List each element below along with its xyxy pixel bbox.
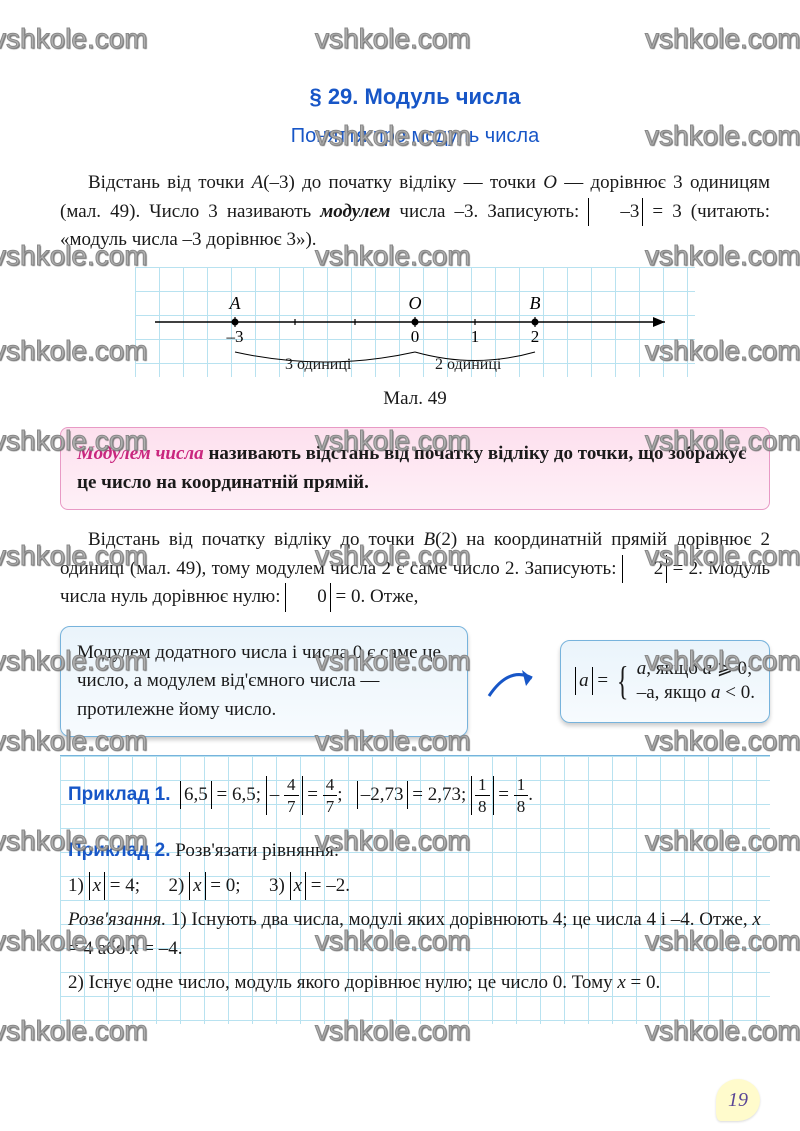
- definition-box: Модулем числа називають відстань від поч…: [60, 427, 770, 510]
- example-1: Приклад 1. 6,5 = 6,5; – 47 = 47; –2,73 =…: [68, 776, 762, 815]
- example-2-items: 1) x = 4; 2) x = 0; 3) x = –2.: [68, 872, 762, 901]
- arrow-icon: [484, 656, 544, 706]
- label-A: A: [229, 293, 242, 313]
- svg-text:0: 0: [411, 327, 420, 346]
- watermark: vshkole.com: [315, 18, 471, 60]
- example-2-task: Приклад 2. Розв'язати рівняння:: [68, 837, 762, 866]
- watermark: vshkole.com: [0, 18, 148, 60]
- page-number: 19: [716, 1079, 760, 1121]
- number-line-diagram: A O B –3 0 1 2 3 одиниці 2 одиниці: [135, 267, 695, 377]
- examples-section: Приклад 1. 6,5 = 6,5; – 47 = 47; –2,73 =…: [60, 755, 770, 1024]
- under-label-right: 2 одиниці: [435, 353, 501, 377]
- formula-box: a = { a, якщо a ⩾ 0; –a, якщо a < 0.: [560, 640, 770, 723]
- watermark: vshkole.com: [645, 18, 800, 60]
- svg-text:2: 2: [531, 327, 540, 346]
- under-label-left: 3 одиниці: [285, 353, 351, 377]
- solution-1: Розв'язання. 1) Існують два числа, модул…: [68, 906, 762, 963]
- svg-text:B: B: [530, 293, 541, 313]
- paragraph-2: Відстань від початку відліку до точки B(…: [60, 526, 770, 612]
- rule-box: Модулем додатного числа і числа 0 є саме…: [60, 626, 468, 738]
- svg-text:1: 1: [471, 327, 480, 346]
- section-title: § 29. Модуль числа: [60, 80, 770, 113]
- subtitle: Поняття про модуль числа: [60, 121, 770, 151]
- solution-2: 2) Існує одне число, модуль якого дорівн…: [68, 969, 762, 998]
- formula-row: Модулем додатного числа і числа 0 є саме…: [60, 626, 770, 738]
- svg-text:O: O: [409, 293, 422, 313]
- diagram-caption: Мал. 49: [60, 385, 770, 414]
- watermark: vshkole.com: [0, 330, 148, 372]
- paragraph-1: Відстань від точки A(–3) до початку відл…: [60, 169, 770, 255]
- svg-text:–3: –3: [226, 327, 244, 346]
